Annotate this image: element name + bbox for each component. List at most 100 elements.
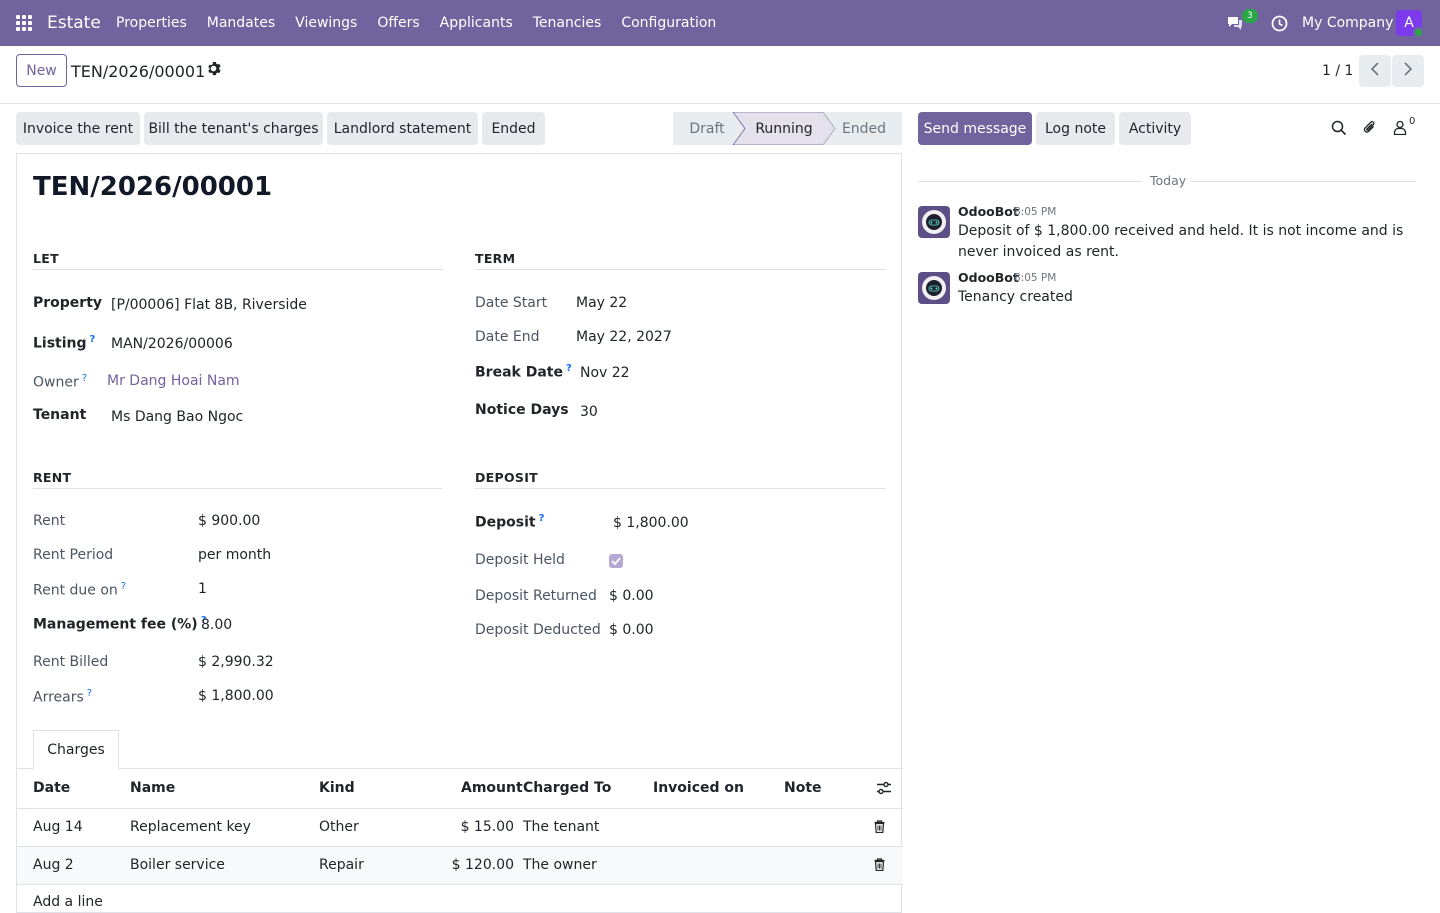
apps-menu-icon[interactable] — [16, 0, 38, 46]
odoobot-avatar[interactable] — [918, 272, 950, 304]
cell-charged-to[interactable]: The owner — [523, 857, 597, 873]
help-tooltip-icon[interactable]: ? — [200, 615, 207, 626]
deposit-label: Deposit? — [475, 513, 545, 531]
rent-period-field[interactable]: per month — [198, 547, 272, 563]
deposit-deducted-label: Deposit Deducted — [475, 622, 601, 638]
cell-date[interactable]: Aug 2 — [33, 857, 74, 873]
arrears-label: Arrears? — [33, 688, 93, 706]
tab-charges[interactable]: Charges — [33, 730, 119, 769]
chevron-right-icon — [1403, 62, 1413, 80]
table-header-divider — [17, 808, 903, 809]
menu-mandates[interactable]: Mandates — [206, 15, 276, 31]
menu-configuration[interactable]: Configuration — [621, 15, 717, 31]
column-header-note[interactable]: Note — [784, 780, 822, 796]
owner-link[interactable]: Mr Dang Hoai Nam — [107, 373, 240, 389]
menu-viewings[interactable]: Viewings — [295, 15, 358, 31]
listing-field[interactable]: MAN/2026/00006 — [111, 336, 233, 352]
deposit-held-label: Deposit Held — [475, 552, 565, 568]
column-header-date[interactable]: Date — [33, 780, 71, 796]
cell-name[interactable]: Boiler service — [130, 857, 225, 873]
bill-tenant-charges-button[interactable]: Bill the tenant's charges — [144, 112, 323, 145]
date-end-label: Date End — [475, 329, 540, 345]
menu-applicants[interactable]: Applicants — [439, 15, 513, 31]
management-fee-label: Management fee (%)? — [33, 615, 207, 633]
optional-columns-toggle-icon[interactable] — [876, 781, 892, 799]
tenant-field[interactable]: Ms Dang Bao Ngoc — [111, 409, 244, 425]
rent-period-label: Rent Period — [33, 547, 114, 563]
landlord-statement-button[interactable]: Landlord statement — [327, 112, 478, 145]
column-header-kind[interactable]: Kind — [319, 780, 355, 796]
message-author[interactable]: OdooBot — [958, 204, 1019, 219]
followers-count: 0 — [1409, 116, 1416, 127]
invoice-rent-button[interactable]: Invoice the rent — [16, 112, 140, 145]
pager-next-button[interactable] — [1392, 55, 1424, 87]
app-brand[interactable]: Estate — [47, 13, 101, 33]
rent-label: Rent — [33, 513, 66, 529]
section-divider — [475, 269, 886, 270]
status-draft[interactable]: Draft — [689, 120, 725, 137]
company-switcher[interactable]: My Company — [1302, 15, 1394, 31]
help-tooltip-icon[interactable]: ? — [120, 581, 127, 592]
trash-icon[interactable] — [874, 820, 885, 837]
date-start-field[interactable]: May 22 — [576, 295, 628, 311]
rent-due-field[interactable]: 1 — [198, 581, 207, 597]
deposit-held-checkbox[interactable] — [609, 554, 623, 568]
activity-clock-icon[interactable] — [1271, 0, 1288, 46]
cell-kind[interactable]: Other — [319, 819, 359, 835]
status-ended[interactable]: Ended — [841, 120, 887, 137]
deposit-field[interactable]: $ 1,800.00 — [613, 515, 689, 531]
cell-amount[interactable]: $ 120.00 — [451, 857, 514, 873]
log-note-button[interactable]: Log note — [1036, 112, 1115, 145]
cell-kind[interactable]: Repair — [319, 857, 364, 873]
odoobot-avatar[interactable] — [918, 206, 950, 238]
pager-value[interactable]: 1 / 1 — [1322, 63, 1354, 79]
column-header-charged-to[interactable]: Charged To — [523, 780, 612, 796]
trash-icon[interactable] — [874, 858, 885, 875]
section-divider — [475, 488, 886, 489]
new-record-button[interactable]: New — [16, 54, 67, 87]
add-line-link[interactable]: Add a line — [33, 894, 103, 910]
cell-charged-to[interactable]: The tenant — [523, 819, 600, 835]
paperclip-icon[interactable] — [1362, 119, 1378, 140]
end-tenancy-button[interactable]: Ended — [482, 112, 545, 145]
property-field[interactable]: [P/00006] Flat 8B, Riverside — [111, 297, 307, 313]
break-date-field[interactable]: Nov 22 — [580, 365, 630, 381]
cell-date[interactable]: Aug 14 — [33, 819, 83, 835]
message-author[interactable]: OdooBot — [958, 270, 1019, 285]
followers-icon[interactable] — [1393, 120, 1407, 139]
pager-previous-button[interactable] — [1359, 55, 1391, 87]
break-date-label: Break Date? — [475, 363, 572, 381]
date-start-label: Date Start — [475, 295, 548, 311]
status-running[interactable]: Running — [755, 120, 813, 137]
rent-field[interactable]: $ 900.00 — [198, 513, 261, 529]
section-deposit-heading: DEPOSIT — [475, 470, 538, 485]
search-icon[interactable] — [1331, 120, 1347, 140]
rent-billed-field: $ 2,990.32 — [198, 654, 274, 670]
section-rent-heading: RENT — [33, 470, 72, 485]
gear-icon[interactable] — [206, 61, 221, 76]
menu-properties[interactable]: Properties — [116, 15, 187, 31]
column-header-invoiced-on[interactable]: Invoiced on — [653, 780, 744, 796]
arrears-field: $ 1,800.00 — [198, 688, 274, 704]
cell-amount[interactable]: $ 15.00 — [460, 819, 514, 835]
presence-status-dot — [1413, 27, 1424, 38]
column-header-name[interactable]: Name — [130, 780, 176, 796]
cell-name[interactable]: Replacement key — [130, 819, 251, 835]
menu-offers[interactable]: Offers — [377, 15, 420, 31]
help-tooltip-icon[interactable]: ? — [565, 363, 572, 374]
help-tooltip-icon[interactable]: ? — [86, 688, 93, 699]
date-end-field[interactable]: May 22, 2027 — [576, 329, 672, 345]
help-tooltip-icon[interactable]: ? — [538, 513, 545, 524]
section-let-heading: LET — [33, 251, 59, 266]
date-divider-line — [1191, 181, 1416, 182]
activity-button[interactable]: Activity — [1119, 112, 1191, 145]
chat-bubble-icon[interactable] — [1226, 0, 1244, 46]
management-fee-field[interactable]: 8.00 — [201, 617, 233, 633]
help-tooltip-icon[interactable]: ? — [89, 334, 96, 345]
notice-days-field[interactable]: 30 — [580, 404, 598, 420]
listing-label: Listing? — [33, 334, 96, 352]
column-header-amount[interactable]: Amount — [461, 780, 523, 796]
send-message-button[interactable]: Send message — [918, 112, 1032, 145]
help-tooltip-icon[interactable]: ? — [81, 373, 88, 384]
menu-tenancies[interactable]: Tenancies — [532, 15, 602, 31]
